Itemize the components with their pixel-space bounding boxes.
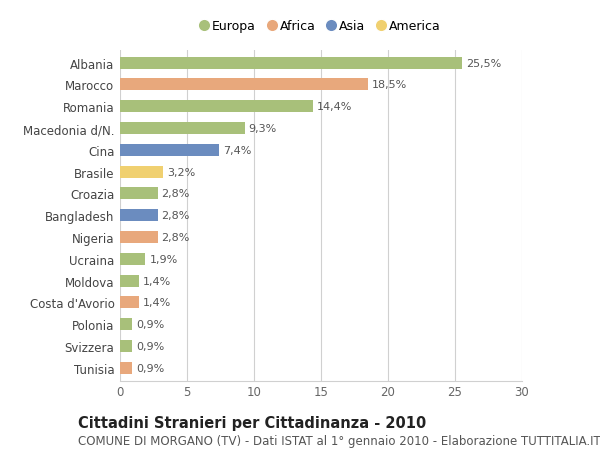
Text: 14,4%: 14,4% — [317, 102, 352, 112]
Text: 1,4%: 1,4% — [143, 298, 171, 308]
Bar — [120, 297, 139, 308]
Bar — [120, 319, 132, 330]
Text: 0,9%: 0,9% — [136, 363, 164, 373]
Text: 9,3%: 9,3% — [248, 124, 277, 134]
Legend: Europa, Africa, Asia, America: Europa, Africa, Asia, America — [201, 20, 441, 34]
Bar — [120, 188, 158, 200]
Bar — [120, 79, 368, 91]
Text: 18,5%: 18,5% — [372, 80, 407, 90]
Text: 1,9%: 1,9% — [149, 254, 178, 264]
Text: 25,5%: 25,5% — [466, 59, 501, 68]
Bar — [120, 210, 158, 222]
Bar — [120, 145, 219, 157]
Bar — [120, 253, 145, 265]
Bar — [120, 57, 462, 69]
Bar — [120, 231, 158, 243]
Text: COMUNE DI MORGANO (TV) - Dati ISTAT al 1° gennaio 2010 - Elaborazione TUTTITALIA: COMUNE DI MORGANO (TV) - Dati ISTAT al 1… — [78, 434, 600, 447]
Bar — [120, 362, 132, 374]
Text: 2,8%: 2,8% — [161, 189, 190, 199]
Bar — [120, 101, 313, 113]
Text: 0,9%: 0,9% — [136, 319, 164, 330]
Bar — [120, 275, 139, 287]
Text: 0,9%: 0,9% — [136, 341, 164, 351]
Bar — [120, 166, 163, 178]
Text: 2,8%: 2,8% — [161, 232, 190, 242]
Text: Cittadini Stranieri per Cittadinanza - 2010: Cittadini Stranieri per Cittadinanza - 2… — [78, 415, 426, 431]
Bar — [120, 123, 245, 135]
Text: 2,8%: 2,8% — [161, 211, 190, 221]
Text: 7,4%: 7,4% — [223, 146, 251, 156]
Text: 1,4%: 1,4% — [143, 276, 171, 286]
Bar — [120, 340, 132, 352]
Text: 3,2%: 3,2% — [167, 167, 195, 177]
